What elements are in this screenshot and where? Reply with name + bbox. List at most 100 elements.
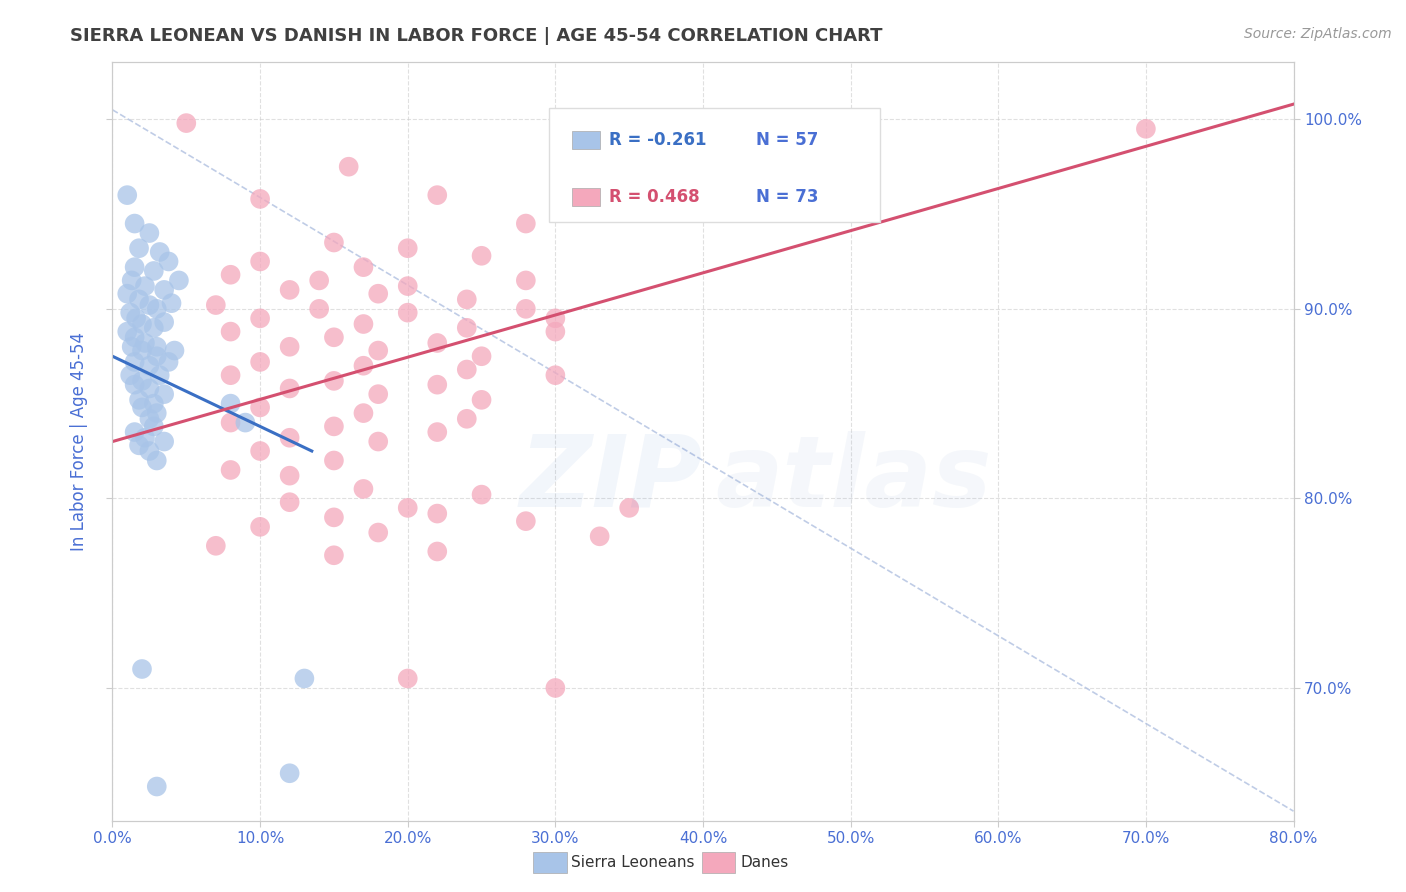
Point [278, 340, 301, 354]
Text: R = 0.468: R = 0.468 [609, 187, 699, 206]
Point [470, 392, 494, 407]
Point [278, 431, 301, 445]
Point [219, 463, 242, 477]
Point [308, 301, 330, 316]
Point [426, 544, 449, 558]
Point [470, 487, 494, 501]
Point [124, 217, 146, 231]
Point [352, 317, 374, 331]
Point [426, 336, 449, 351]
Point [456, 321, 478, 335]
Point [142, 397, 165, 411]
Point [219, 416, 242, 430]
Point [146, 301, 169, 316]
Point [662, 197, 685, 211]
Text: Source: ZipAtlas.com: Source: ZipAtlas.com [1244, 27, 1392, 41]
Point [323, 419, 346, 434]
Point [153, 434, 176, 449]
Point [219, 368, 242, 383]
Point [323, 453, 346, 467]
Point [142, 321, 165, 335]
Point [367, 286, 389, 301]
Point [131, 317, 153, 331]
Point [426, 507, 449, 521]
Point [128, 241, 150, 255]
Point [249, 311, 271, 326]
Point [278, 382, 301, 396]
Point [308, 273, 330, 287]
Point [134, 279, 156, 293]
Point [205, 539, 228, 553]
Text: Sierra Leoneans: Sierra Leoneans [571, 855, 695, 870]
Point [352, 406, 374, 420]
Point [619, 116, 641, 130]
Text: N = 73: N = 73 [756, 187, 818, 206]
Point [138, 359, 160, 373]
Point [323, 374, 346, 388]
Point [249, 444, 271, 458]
Point [515, 273, 537, 287]
Point [323, 235, 346, 250]
Point [396, 241, 419, 255]
Point [146, 780, 169, 794]
Point [456, 362, 478, 376]
Point [367, 434, 389, 449]
Point [121, 340, 143, 354]
FancyBboxPatch shape [572, 130, 600, 149]
Point [367, 343, 389, 358]
Point [142, 264, 165, 278]
Point [146, 340, 169, 354]
Text: R = -0.261: R = -0.261 [609, 131, 706, 149]
Point [219, 268, 242, 282]
Point [396, 279, 419, 293]
Point [146, 406, 169, 420]
Point [124, 355, 146, 369]
Point [160, 296, 183, 310]
Point [396, 672, 419, 686]
Point [352, 260, 374, 275]
FancyBboxPatch shape [550, 108, 880, 221]
Point [142, 419, 165, 434]
Point [323, 510, 346, 524]
Point [249, 192, 271, 206]
Point [138, 382, 160, 396]
Point [588, 529, 610, 543]
Point [134, 431, 156, 445]
Point [125, 311, 148, 326]
Point [426, 425, 449, 439]
Point [131, 662, 153, 676]
Point [426, 188, 449, 202]
Point [117, 286, 138, 301]
Point [149, 244, 172, 259]
Point [544, 311, 567, 326]
Point [124, 377, 146, 392]
Point [619, 500, 641, 515]
Point [337, 160, 360, 174]
Point [219, 397, 242, 411]
Point [278, 468, 301, 483]
Point [124, 330, 146, 344]
Point [544, 681, 567, 695]
Point [205, 298, 228, 312]
Point [515, 301, 537, 316]
Point [131, 343, 153, 358]
Point [352, 482, 374, 496]
Text: SIERRA LEONEAN VS DANISH IN LABOR FORCE | AGE 45-54 CORRELATION CHART: SIERRA LEONEAN VS DANISH IN LABOR FORCE … [70, 27, 883, 45]
Point [117, 325, 138, 339]
Point [456, 412, 478, 426]
Point [544, 325, 567, 339]
Point [124, 425, 146, 439]
Point [120, 368, 142, 383]
Text: Danes: Danes [741, 855, 789, 870]
Point [167, 273, 190, 287]
Point [153, 315, 176, 329]
Point [1135, 121, 1157, 136]
Point [367, 525, 389, 540]
Point [396, 500, 419, 515]
Point [249, 355, 271, 369]
Point [153, 387, 176, 401]
Point [515, 514, 537, 528]
Point [396, 306, 419, 320]
Point [146, 453, 169, 467]
Point [669, 116, 692, 130]
